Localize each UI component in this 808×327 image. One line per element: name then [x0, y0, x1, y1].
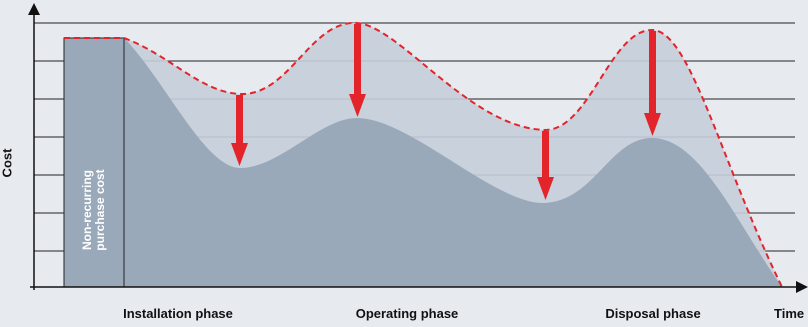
reduction-arrow: [644, 31, 661, 136]
reduction-arrow: [537, 131, 554, 200]
reduction-arrows: [231, 24, 661, 200]
phase-label-installation: Installation phase: [123, 306, 233, 321]
phase-label-disposal: Disposal phase: [605, 306, 701, 321]
y-axis-label: Cost: [0, 148, 15, 178]
purchase-cost-label-line2: purchase cost: [93, 169, 107, 251]
purchase-cost-label: Non-recurring purchase cost: [80, 169, 107, 251]
reduction-arrow: [349, 24, 366, 117]
reduced-cost-area: [124, 38, 782, 287]
phase-label-operating: Operating phase: [355, 306, 459, 321]
x-axis-label: Time: [774, 306, 805, 321]
reduction-arrow: [231, 95, 248, 166]
total-cost-dashed-line: [64, 21, 783, 288]
